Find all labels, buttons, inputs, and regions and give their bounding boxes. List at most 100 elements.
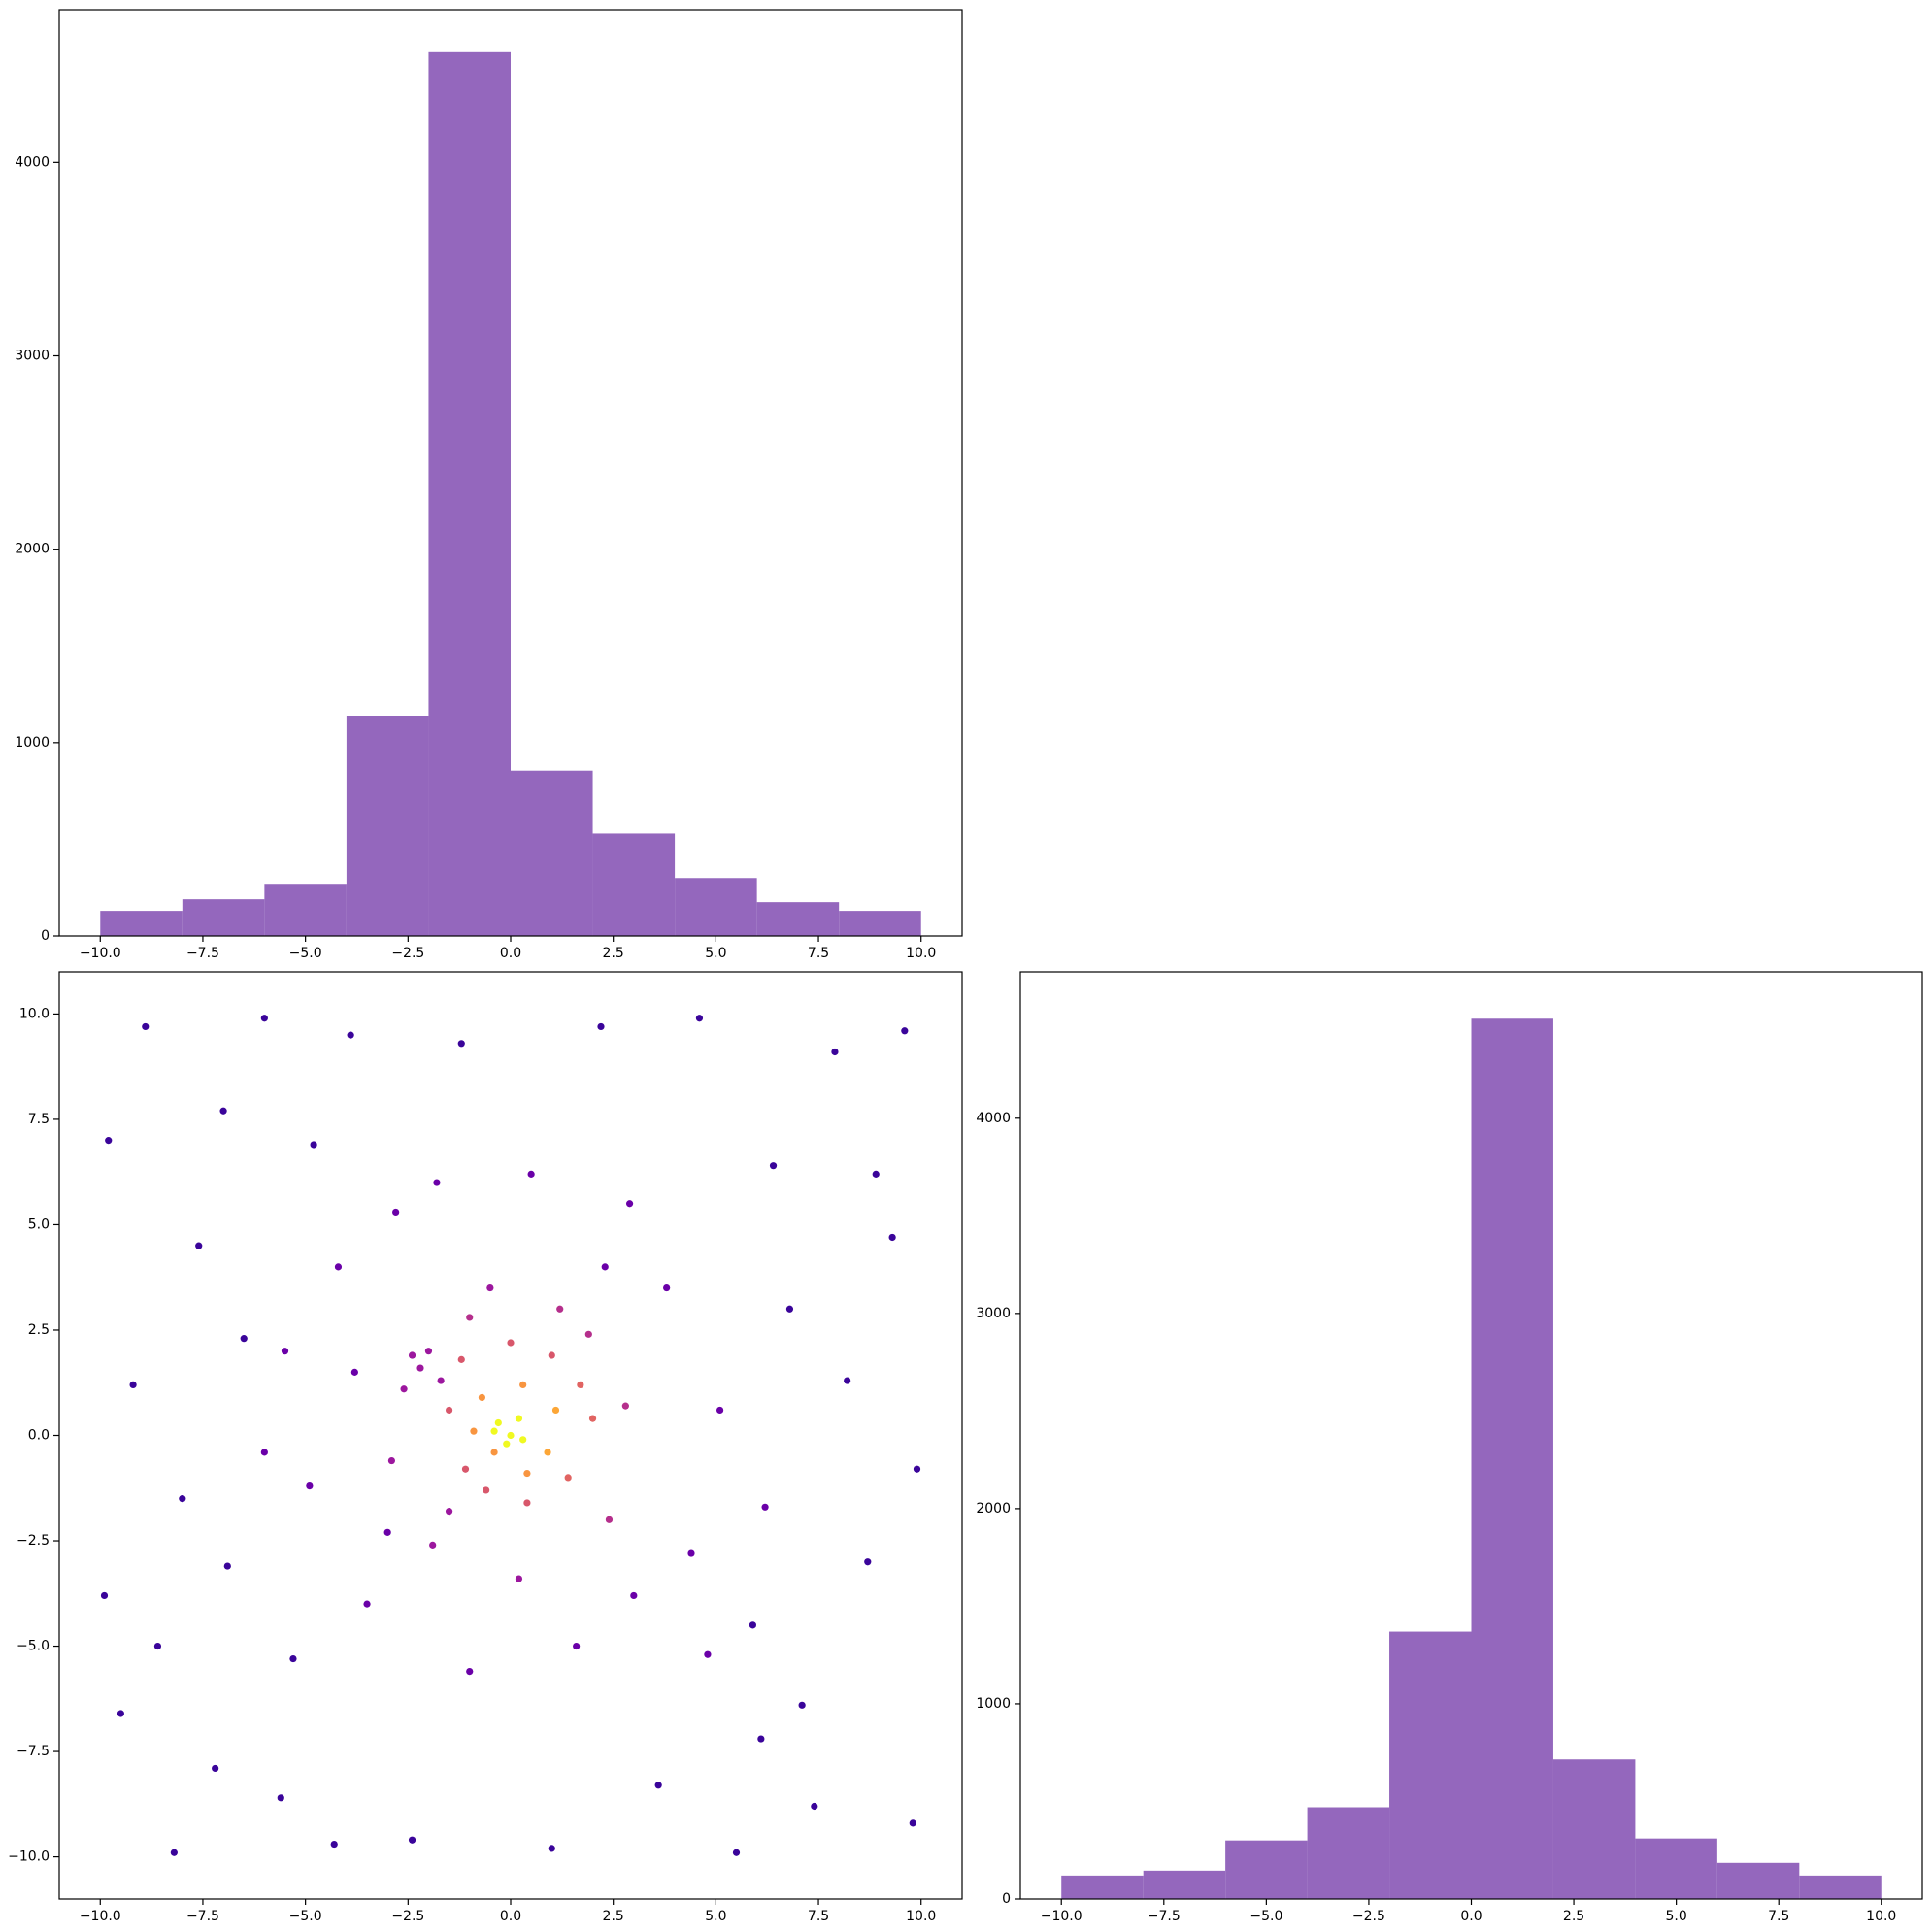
y-tick-label: 5.0	[28, 1216, 50, 1232]
point	[212, 1764, 219, 1773]
point	[490, 1449, 498, 1456]
point	[584, 1330, 592, 1338]
x-tick-label: 7.5	[808, 946, 829, 961]
point	[769, 1162, 778, 1170]
point	[687, 1549, 695, 1557]
y-tick-label: 4000	[15, 154, 50, 170]
subplot: −10.0 −7.5 −5.0 −2.5 0.0 2.5 5.0 7.5 10.0 0 1000 20…	[976, 971, 1923, 1924]
point	[527, 1170, 535, 1178]
point	[219, 1107, 227, 1115]
x-tick-label: −2.5	[1352, 1909, 1385, 1924]
bar	[1143, 1870, 1226, 1899]
point	[544, 1449, 551, 1456]
point	[486, 1283, 494, 1292]
point	[588, 1415, 597, 1422]
point	[831, 1048, 839, 1056]
point	[523, 1499, 531, 1507]
x-tick-label: −2.5	[391, 946, 424, 961]
point	[478, 1393, 486, 1402]
point	[408, 1351, 416, 1359]
x-tick-label: −10.0	[80, 946, 121, 961]
point	[117, 1710, 125, 1717]
y-tick-label: 1000	[15, 735, 50, 750]
point	[519, 1436, 527, 1444]
point	[383, 1528, 391, 1536]
point	[901, 1027, 909, 1035]
point	[457, 1355, 465, 1363]
point	[798, 1701, 806, 1709]
bar	[264, 884, 347, 936]
point	[424, 1348, 433, 1355]
bar	[346, 716, 429, 936]
point	[507, 1339, 515, 1347]
point	[466, 1314, 474, 1321]
point	[416, 1364, 424, 1372]
y-tick-label: 7.5	[28, 1112, 50, 1127]
bar	[675, 878, 757, 936]
x-tick-label: 2.5	[603, 946, 624, 961]
point	[695, 1015, 704, 1022]
bar	[182, 899, 265, 936]
x-tick-label: 2.5	[603, 1909, 624, 1924]
point	[392, 1208, 400, 1216]
point	[601, 1263, 609, 1271]
point	[577, 1381, 584, 1389]
bar	[1552, 1759, 1636, 1899]
point	[363, 1600, 371, 1608]
point	[732, 1849, 741, 1856]
point	[387, 1456, 396, 1465]
y-tick-label: −10.0	[8, 1849, 50, 1865]
point	[913, 1465, 921, 1473]
point	[515, 1415, 523, 1422]
y-tick-label: 2.5	[28, 1322, 50, 1338]
point	[461, 1465, 470, 1473]
point	[466, 1667, 474, 1676]
point	[457, 1040, 465, 1048]
point	[433, 1179, 441, 1186]
bar	[100, 911, 183, 936]
point	[153, 1642, 162, 1650]
point	[445, 1406, 453, 1415]
point	[289, 1654, 297, 1663]
x-tick-label: 0.0	[500, 1909, 521, 1924]
x-tick-label: 0.0	[1460, 1909, 1482, 1924]
point	[551, 1406, 560, 1415]
y-tick-label: −7.5	[17, 1744, 50, 1759]
point	[864, 1558, 872, 1566]
point	[334, 1263, 343, 1271]
x-tick-label: −7.5	[1148, 1909, 1181, 1924]
point	[556, 1305, 564, 1313]
bar	[1225, 1840, 1308, 1899]
point	[100, 1591, 109, 1600]
y-tick-label: −2.5	[17, 1533, 50, 1549]
bar	[1471, 1018, 1553, 1899]
point	[630, 1591, 638, 1600]
point	[548, 1845, 555, 1852]
point	[515, 1575, 523, 1582]
subplot: −10.0 −7.5 −5.0 −2.5 0.0 2.5 5.0 7.5 10.0 −10.0 −7…	[8, 971, 963, 1924]
y-tick-label: 4000	[976, 1111, 1011, 1126]
point	[494, 1418, 502, 1427]
point	[129, 1381, 137, 1389]
point	[761, 1503, 769, 1511]
y-tick-label: 3000	[15, 349, 50, 364]
point	[142, 1022, 150, 1031]
point	[470, 1427, 478, 1435]
point	[260, 1449, 268, 1456]
x-tick-label: 10.0	[906, 1909, 936, 1924]
point	[437, 1377, 445, 1384]
y-tick-label: −5.0	[17, 1639, 50, 1654]
point	[811, 1802, 818, 1811]
x-tick-label: 5.0	[705, 946, 726, 961]
x-tick-label: −5.0	[289, 946, 322, 961]
point	[785, 1305, 794, 1313]
x-tick-label: −10.0	[1041, 1909, 1083, 1924]
x-tick-label: −5.0	[289, 1909, 322, 1924]
point	[909, 1819, 916, 1827]
x-tick-label: 2.5	[1563, 1909, 1584, 1924]
point	[408, 1836, 416, 1844]
point	[281, 1348, 289, 1355]
point	[195, 1242, 203, 1249]
bar	[1799, 1875, 1882, 1899]
